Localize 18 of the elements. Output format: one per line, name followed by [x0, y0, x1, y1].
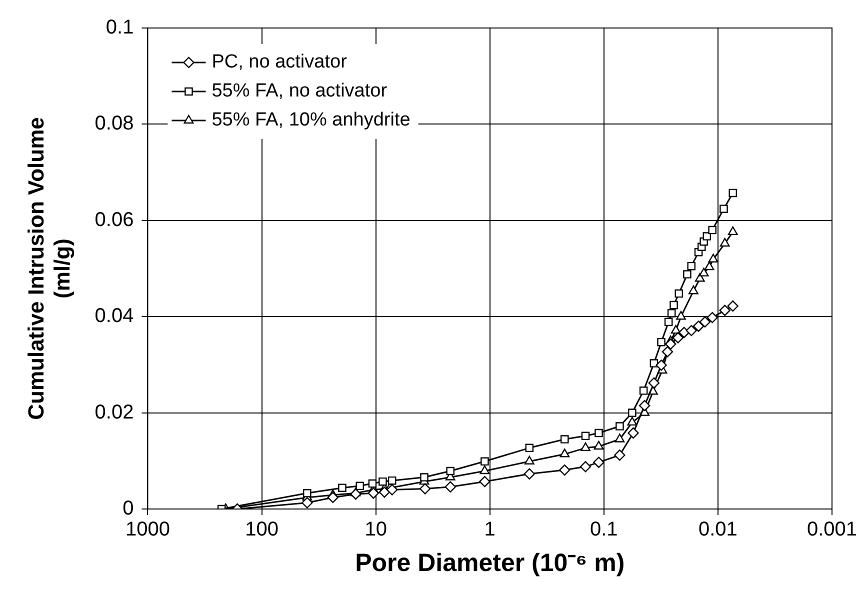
x-tick-label: 10 [364, 518, 387, 541]
x-tick-label: 1 [484, 518, 496, 541]
x-tick-label: 1000 [125, 518, 170, 541]
legend-label: 55% FA, no activator [212, 80, 388, 102]
x-tick-label: 0.001 [806, 518, 858, 541]
y-tick-label: 0.04 [94, 305, 134, 328]
y-tick-label: 0.06 [94, 208, 134, 231]
y-axis-title: Cumulative Intrusion Volume (ml/g) [23, 117, 75, 420]
y-tick-label: 0.08 [94, 112, 134, 135]
y-tick-label: 0.1 [106, 16, 134, 39]
y-tick-label: 0.02 [94, 401, 134, 424]
x-axis-title: Pore Diameter (10⁻⁶ m) [355, 548, 625, 577]
y-tick-label: 0 [122, 498, 134, 520]
legend-label: PC, no activator [212, 52, 348, 73]
legend-label: 55% FA, 10% anhydrite [212, 110, 410, 131]
x-tick-label: 0.01 [698, 518, 738, 541]
x-tick-label: 0.1 [590, 518, 618, 541]
x-tick-label: 100 [245, 518, 278, 541]
